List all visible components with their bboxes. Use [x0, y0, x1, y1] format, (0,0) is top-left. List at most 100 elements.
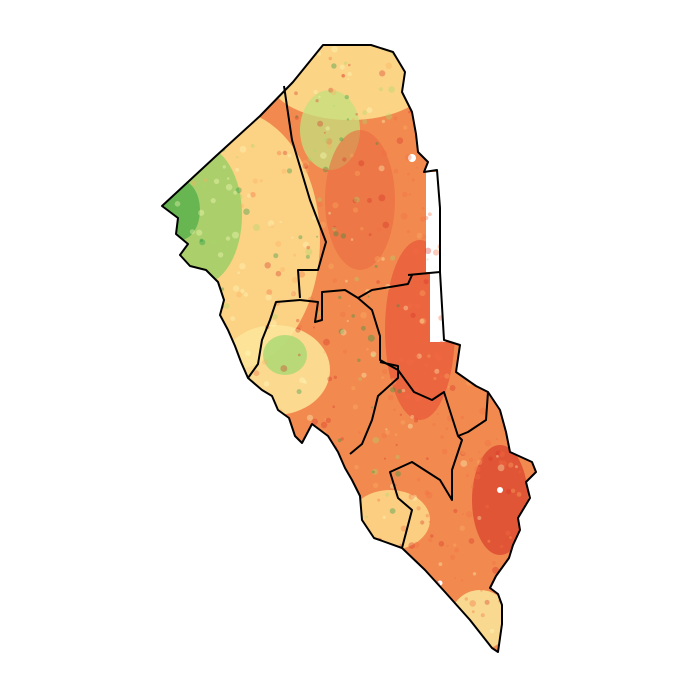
raster-pixel — [507, 45, 513, 48]
raster-pixel — [361, 325, 366, 331]
raster-pixel — [280, 365, 288, 372]
raster-pixel — [175, 388, 181, 395]
raster-pixel — [294, 91, 298, 96]
raster-pixel — [298, 235, 303, 240]
raster-pixel — [479, 134, 487, 142]
raster-pixel — [185, 638, 189, 642]
raster-pixel — [305, 543, 312, 550]
raster-pixel — [162, 123, 163, 128]
raster-pixel — [267, 614, 272, 618]
raster-pixel — [167, 79, 173, 85]
raster-pixel — [447, 227, 453, 234]
raster-pixel — [507, 105, 511, 108]
raster-pixel — [196, 482, 203, 490]
raster-pixel — [419, 216, 426, 222]
raster-pixel — [183, 58, 188, 63]
raster-pixel — [486, 245, 490, 249]
raster-pixel — [279, 220, 282, 224]
raster-pixel — [213, 392, 217, 396]
raster-pixel — [503, 76, 508, 81]
raster-pixel — [531, 334, 536, 338]
raster-pixel — [218, 398, 224, 404]
raster-pixel — [443, 121, 448, 125]
raster-pixel — [323, 351, 326, 354]
raster-pixel — [296, 389, 302, 395]
raster-pixel — [510, 488, 516, 493]
raster-pixel — [454, 190, 459, 194]
raster-pixel — [390, 611, 397, 618]
raster-pixel — [390, 387, 396, 393]
raster-pixel — [449, 299, 453, 303]
raster-pixel — [399, 543, 402, 547]
raster-pixel — [393, 408, 396, 412]
raster-pixel — [378, 165, 385, 172]
raster-pixel — [342, 157, 347, 162]
raster-pixel — [304, 168, 309, 174]
raster-pixel — [434, 591, 437, 595]
raster-pixel — [177, 312, 183, 318]
raster-pixel — [269, 91, 273, 96]
raster-pixel — [270, 97, 274, 100]
raster-pixel — [424, 363, 429, 368]
raster-pixel — [298, 324, 303, 329]
raster-pixel — [198, 63, 205, 71]
raster-pixel — [478, 457, 484, 462]
raster-pixel — [381, 432, 388, 439]
raster-pixel — [304, 51, 311, 58]
raster-pixel — [277, 88, 282, 93]
raster-pixel — [381, 119, 386, 124]
raster-pixel — [420, 520, 425, 525]
raster-pixel — [287, 153, 292, 158]
raster-pixel — [505, 177, 509, 181]
zone-green-southwest — [263, 335, 307, 375]
raster-pixel — [378, 87, 383, 92]
raster-pixel — [385, 428, 388, 431]
raster-pixel — [501, 321, 508, 328]
raster-pixel — [515, 247, 518, 250]
raster-pixel — [341, 73, 346, 78]
raster-pixel — [348, 63, 351, 67]
raster-pixel — [270, 223, 274, 228]
raster-pixel — [203, 178, 208, 183]
raster-pixel — [517, 266, 520, 269]
raster-pixel — [381, 257, 385, 261]
raster-pixel — [328, 87, 334, 93]
raster-pixel — [199, 69, 203, 73]
raster-pixel — [484, 439, 492, 447]
raster-pixel — [282, 622, 287, 626]
raster-pixel — [466, 311, 469, 314]
raster-pixel — [169, 147, 176, 154]
raster-pixel — [273, 253, 279, 259]
raster-pixel — [264, 262, 271, 269]
raster-pixel — [183, 414, 190, 421]
raster-pixel — [349, 153, 354, 158]
raster-pixel — [440, 614, 446, 620]
raster-pixel — [293, 253, 297, 257]
raster-pixel — [263, 381, 270, 387]
raster-pixel — [448, 228, 452, 233]
raster-pixel — [481, 189, 488, 197]
raster-pixel — [460, 212, 464, 217]
raster-pixel — [322, 166, 329, 173]
raster-pixel — [232, 285, 240, 292]
raster-pixel — [407, 172, 410, 176]
raster-pixel — [520, 87, 524, 91]
raster-pixel — [262, 359, 268, 365]
raster-pixel — [416, 506, 421, 511]
raster-pixel — [375, 142, 379, 145]
raster-pixel — [470, 331, 477, 338]
raster-pixel — [178, 398, 182, 402]
no-data-east-strip-1 — [426, 172, 444, 272]
raster-pixel — [504, 648, 507, 651]
raster-pixel — [425, 491, 433, 499]
raster-pixel — [188, 291, 191, 295]
raster-pixel — [449, 554, 456, 560]
district-boundaries — [161, 44, 537, 653]
raster-pixel — [297, 353, 301, 357]
raster-pixel — [249, 61, 256, 67]
raster-pixel — [412, 248, 419, 255]
raster-pixel — [389, 508, 396, 514]
raster-pixel — [320, 421, 328, 429]
raster-pixel — [372, 437, 379, 444]
